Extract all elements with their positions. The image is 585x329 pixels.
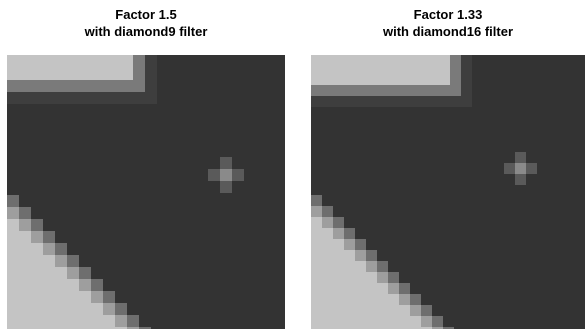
pixel-block <box>91 279 103 291</box>
pixel-block <box>377 261 388 272</box>
pixel-block <box>344 239 355 250</box>
pixel-block <box>31 219 43 231</box>
pixel-block <box>91 291 103 303</box>
pixel-block <box>461 55 472 107</box>
pixel-block <box>366 272 377 329</box>
pixel-block <box>311 85 461 96</box>
pixel-block <box>31 231 43 243</box>
pixel-block <box>450 55 461 96</box>
pixel-block <box>91 303 103 329</box>
pixel-block <box>355 250 366 261</box>
panel-title: Factor 1.33 <box>414 7 483 22</box>
pixel-block <box>7 219 19 329</box>
pixel-block <box>7 195 19 207</box>
panel-subtitle: with diamond9 filter <box>84 24 208 39</box>
pixel-block <box>7 80 145 92</box>
pixel-block <box>355 239 366 250</box>
pixel-block <box>220 169 232 181</box>
pixel-block <box>127 315 139 327</box>
pixel-block <box>377 283 388 329</box>
filtered-image <box>7 55 285 329</box>
figure: Factor 1.5 with diamond9 filter Factor 1… <box>0 0 585 329</box>
pixel-block <box>515 163 526 174</box>
pixel-block <box>432 316 443 327</box>
pixel-block <box>7 207 19 219</box>
pixel-block <box>333 217 344 228</box>
pixel-block <box>399 294 410 305</box>
pixel-block <box>103 315 115 329</box>
pixel-block <box>79 267 91 279</box>
pixel-block <box>322 206 333 217</box>
pixel-block <box>19 207 31 219</box>
pixel-block <box>103 291 115 303</box>
pixel-block <box>79 291 91 329</box>
pixel-block <box>388 283 399 294</box>
pixel-block <box>133 55 145 92</box>
pixel-block <box>67 279 79 329</box>
pixel-block <box>31 243 43 329</box>
pixel-block <box>43 231 55 243</box>
pixel-block <box>55 267 67 329</box>
pixel-block <box>145 55 157 104</box>
panel-title: Factor 1.5 <box>115 7 176 22</box>
pixel-block <box>67 255 79 267</box>
pixel-block <box>43 255 55 329</box>
pixel-block <box>399 283 410 294</box>
pixel-block <box>333 239 344 329</box>
pixel-block <box>388 272 399 283</box>
pixel-block <box>322 217 333 228</box>
pixel-block <box>311 195 322 206</box>
pixel-block <box>115 315 127 327</box>
pixel-block <box>55 255 67 267</box>
filtered-image <box>311 55 585 329</box>
pixel-block <box>55 243 67 255</box>
page: Factor 1.5 with diamond9 filter Factor 1… <box>0 0 585 329</box>
pixel-block <box>344 228 355 239</box>
pixel-block <box>410 316 421 329</box>
pixel-block <box>79 279 91 291</box>
pixel-block <box>311 55 450 85</box>
pixel-block <box>421 305 432 316</box>
pixel-block <box>399 305 410 329</box>
pixel-block <box>43 243 55 255</box>
pixel-block <box>19 219 31 231</box>
pixel-block <box>388 294 399 329</box>
pixel-block <box>311 217 322 329</box>
pixel-block <box>410 294 421 305</box>
pixel-block <box>7 92 145 104</box>
pixel-block <box>7 55 133 80</box>
pixel-block <box>344 250 355 329</box>
pixel-block <box>410 305 421 316</box>
panel-subtitle: with diamond16 filter <box>382 24 513 39</box>
pixel-block <box>366 250 377 261</box>
pixel-block <box>377 272 388 283</box>
pixel-block <box>311 96 461 107</box>
pixel-block <box>67 267 79 279</box>
pixel-block <box>421 316 432 327</box>
pixel-block <box>322 228 333 329</box>
pixel-block <box>311 206 322 217</box>
pixel-block <box>103 303 115 315</box>
pixel-block <box>333 228 344 239</box>
pixel-block <box>355 261 366 329</box>
pixel-block <box>115 303 127 315</box>
pixel-block <box>366 261 377 272</box>
pixel-block <box>19 231 31 329</box>
